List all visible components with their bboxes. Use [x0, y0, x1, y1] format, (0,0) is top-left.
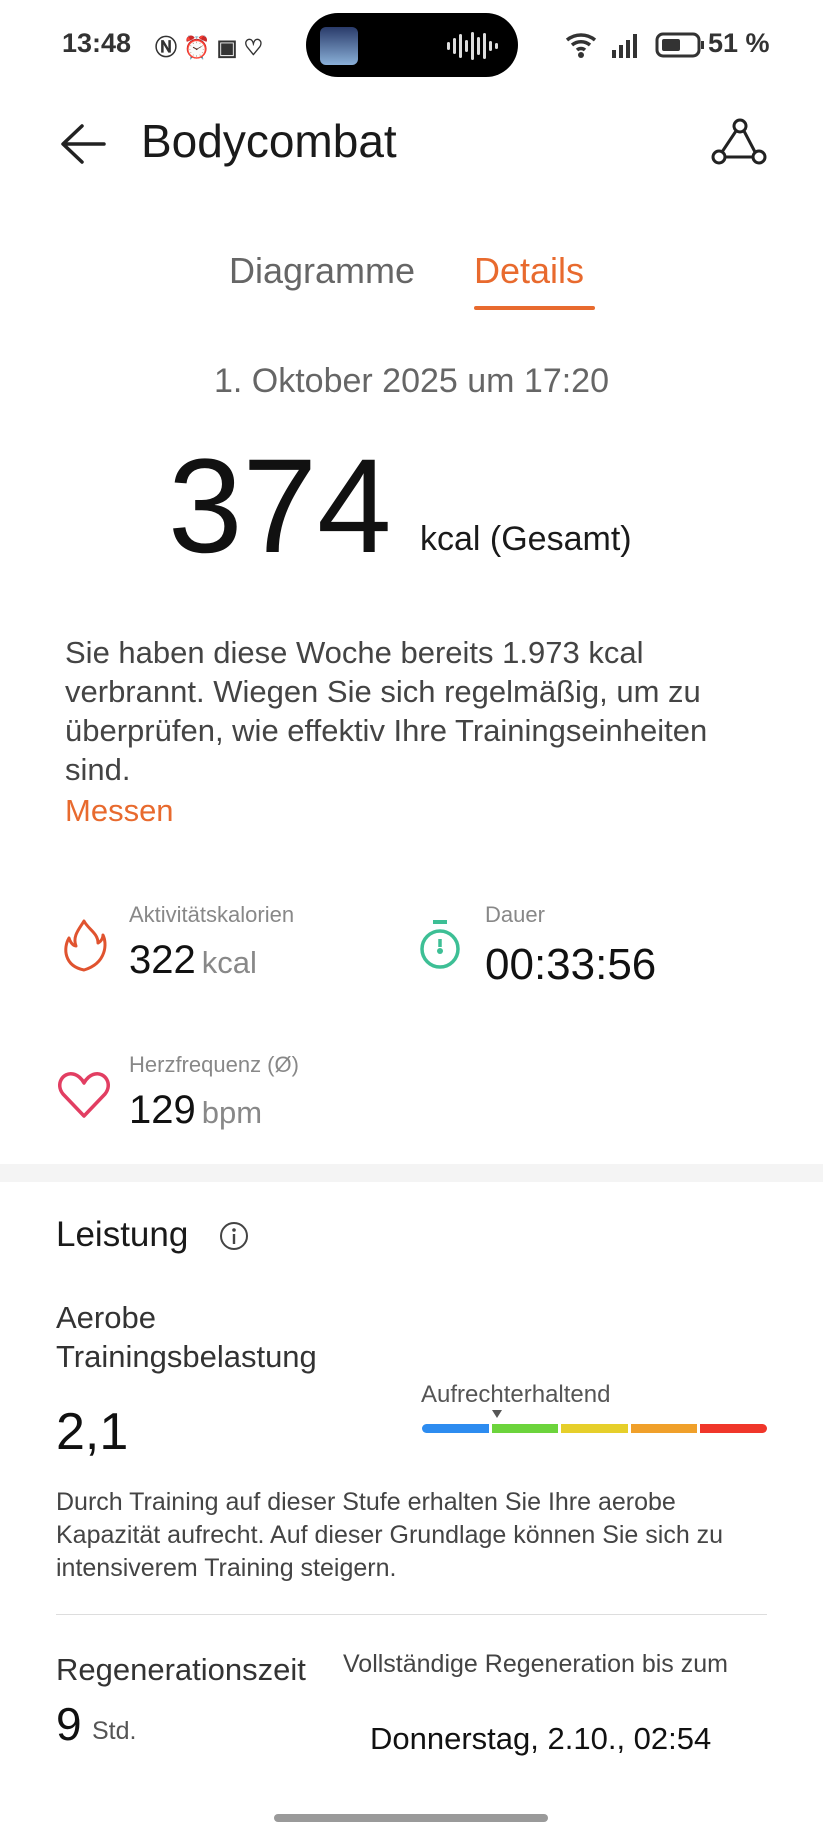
info-icon[interactable]: [218, 1220, 250, 1257]
divider: [56, 1614, 767, 1615]
total-calories-unit: kcal (Gesamt): [420, 520, 632, 558]
stat-value-active-calories: 322 kcal: [129, 938, 257, 983]
heart-rate-value: 129: [129, 1088, 196, 1132]
weekly-message: Sie haben diese Woche bereits 1.973 kcal…: [65, 635, 708, 787]
workout-date: 1. Oktober 2025 um 17:20: [213, 362, 610, 400]
recovery-unit: Std.: [92, 1717, 137, 1745]
stat-label-active-calories: Aktivitätskalorien: [129, 902, 295, 927]
scale-segment-3: [561, 1424, 628, 1433]
battery-percent: 51 %: [708, 28, 770, 58]
active-calories-value: 322: [129, 938, 196, 982]
aerobic-level-label: Aufrechterhaltend: [421, 1381, 611, 1408]
measure-link[interactable]: Messen: [65, 793, 174, 828]
stopwatch-icon: [416, 918, 464, 979]
stat-label-heart-rate: Herzfrequenz (Ø): [129, 1052, 299, 1077]
home-indicator[interactable]: [274, 1814, 548, 1822]
stat-value-heart-rate: 129 bpm: [129, 1088, 262, 1133]
status-icons-left: Ⓝ ⏰ ▣ ♡: [155, 35, 264, 60]
scale-segment-1: [422, 1424, 489, 1433]
stat-label-duration: Dauer: [485, 902, 545, 927]
status-time: 13:48: [62, 28, 132, 58]
route-icon[interactable]: [710, 117, 768, 172]
arrow-left-icon[interactable]: [58, 122, 108, 171]
heart-icon: [57, 1070, 111, 1125]
flame-icon: [60, 918, 108, 979]
recovery-until-value: Donnerstag, 2.10., 02:54: [370, 1721, 712, 1756]
audio-wave-icon: [447, 31, 498, 61]
recovery-label: Regenerationszeit: [56, 1652, 306, 1687]
heart-rate-unit: bpm: [201, 1095, 263, 1130]
aerobic-description: Durch Training auf dieser Stufe erhalten…: [56, 1488, 724, 1582]
tab-active-indicator: [474, 306, 595, 310]
section-separator: [0, 1164, 823, 1182]
level-marker-icon: [492, 1410, 502, 1418]
wifi-icon: [565, 30, 599, 63]
tab-diagramme[interactable]: Diagramme: [229, 250, 416, 291]
dynamic-island-media[interactable]: [306, 13, 518, 77]
signal-icon: [612, 32, 644, 63]
page-title: Bodycombat: [141, 115, 397, 167]
recovery-until-label: Vollständige Regeneration bis zum: [343, 1650, 728, 1678]
scale-segment-5: [700, 1424, 767, 1433]
aerobic-label-line2: Trainingsbelastung: [56, 1339, 317, 1374]
scale-segment-2: [491, 1424, 559, 1433]
stat-value-duration: 00:33:56: [485, 940, 657, 989]
scale-segment-4: [630, 1424, 698, 1433]
album-art: [320, 27, 358, 65]
battery-icon: [655, 32, 707, 63]
recovery-value: 9: [56, 1698, 82, 1750]
aerobic-value: 2,1: [56, 1403, 129, 1461]
performance-title: Leistung: [56, 1215, 189, 1254]
total-calories: 374: [168, 432, 392, 581]
aerobic-label-line1: Aerobe: [56, 1300, 156, 1335]
tab-details[interactable]: Details: [474, 250, 585, 291]
active-calories-unit: kcal: [201, 945, 257, 980]
